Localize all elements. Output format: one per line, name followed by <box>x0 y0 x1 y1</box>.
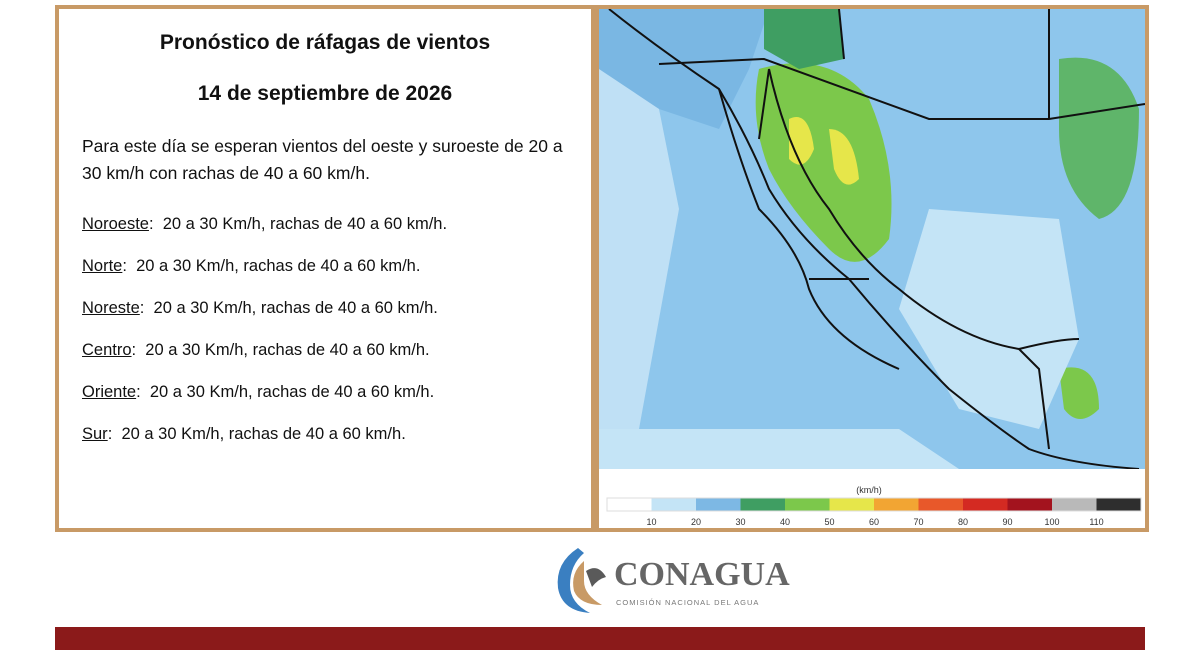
logo-wave <box>573 561 602 605</box>
legend-swatch <box>607 498 652 511</box>
region-name: Oriente <box>82 383 137 401</box>
logo-name: CONAGUA <box>614 556 790 593</box>
legend-tick-label: 70 <box>913 517 923 527</box>
legend-unit: (km/h) <box>856 485 882 495</box>
map-area <box>755 63 892 262</box>
legend-swatch <box>963 498 1008 511</box>
legend-tick-label: 60 <box>869 517 879 527</box>
region-name: Sur <box>82 425 108 443</box>
legend-tick-label: 90 <box>1002 517 1012 527</box>
legend-frame <box>606 497 1142 512</box>
region: Norte: 20 a 30 Km/h, rachas de 40 a 60 k… <box>82 257 582 299</box>
region-text: : 20 a 30 Km/h, rachas de 40 a 60 km/h. <box>136 383 435 401</box>
logo: CONAGUA COMISIÓN NACIONAL DEL AGUA <box>550 543 830 623</box>
legend-swatch <box>829 498 875 511</box>
legend-tick-label: 30 <box>735 517 745 527</box>
legend-tick-label: 10 <box>646 517 656 527</box>
region-text: : 20 a 30 Km/h, rachas de 40 a 60 km/h. <box>148 215 448 233</box>
region-text: : 20 a 30 Km/h, rachas de 40 a 60 km/h. <box>107 425 406 443</box>
legend-swatch <box>696 498 741 511</box>
legend-tick-label: 20 <box>691 517 701 527</box>
logo-wave <box>557 548 590 613</box>
region: Sur: 20 a 30 Km/h, rachas de 40 a 60 km/… <box>82 425 582 467</box>
region-text: : 20 a 30 Km/h, rachas de 40 a 60 km/h. <box>139 299 438 317</box>
legend-swatch <box>1052 498 1097 511</box>
region: Oriente: 20 a 30 Km/h, rachas de 40 a 60… <box>82 383 582 425</box>
map-panel: (km/h) 10 20 30 40 50 60 70 80 90 100 110 <box>595 5 1149 532</box>
map-area <box>829 129 859 185</box>
legend-tick-label: 40 <box>780 517 790 527</box>
legend-swatch <box>740 498 786 511</box>
title: Pronóstico de ráfagas de vientos <box>159 31 491 54</box>
map-area <box>1059 57 1139 220</box>
map-area <box>899 209 1079 429</box>
map: (km/h) 10 20 30 40 50 60 70 80 90 100 110 <box>599 8 1146 528</box>
logo-graphic: CONAGUA COMISIÓN NACIONAL DEL AGUA <box>557 548 790 613</box>
region: Centro: 20 a 30 Km/h, rachas de 40 a 60 … <box>82 341 582 383</box>
region: Noroeste: 20 a 30 Km/h, rachas de 40 a 6… <box>82 215 582 257</box>
map-area <box>1059 367 1099 419</box>
legend-tick-label: 100 <box>1044 517 1059 527</box>
legend: (km/h) 10 20 30 40 50 60 70 80 90 100 110 <box>606 485 1142 527</box>
legend-swatch <box>651 498 697 511</box>
intro: Para este día se esperan vientos del oes… <box>82 136 563 183</box>
legend-swatch <box>1096 498 1142 511</box>
legend-tick-label: 50 <box>824 517 834 527</box>
map-area <box>599 429 959 469</box>
legend-tick-label: 110 <box>1089 517 1103 527</box>
region-text: : 20 a 30 Km/h, rachas de 40 a 60 km/h. <box>122 257 421 275</box>
legend-tick-label: 80 <box>958 517 968 527</box>
legend-swatch <box>785 498 830 511</box>
region-text: : 20 a 30 Km/h, rachas de 40 a 60 km/h. <box>131 341 430 359</box>
date: 14 de septiembre de 2026 <box>197 82 453 105</box>
legend-swatch <box>918 498 964 511</box>
legend-swatch <box>1007 498 1053 511</box>
region-name: Centro <box>82 341 132 359</box>
logo-bird <box>586 568 606 587</box>
region: Noreste: 20 a 30 Km/h, rachas de 40 a 60… <box>82 299 582 341</box>
map-area <box>599 69 679 469</box>
map-area <box>764 9 844 69</box>
footer-bar <box>55 627 1145 650</box>
region-name: Noroeste <box>82 215 149 233</box>
region-name: Noreste <box>82 299 140 317</box>
legend-swatch <box>874 498 919 511</box>
coastlines <box>608 8 1146 470</box>
region-list: Noroeste: 20 a 30 Km/h, rachas de 40 a 6… <box>82 215 582 467</box>
text-panel: Pronóstico de ráfagas de vientos 14 de s… <box>55 5 595 532</box>
region-name: Norte <box>82 257 123 275</box>
logo-subtitle: COMISIÓN NACIONAL DEL AGUA <box>616 598 759 607</box>
